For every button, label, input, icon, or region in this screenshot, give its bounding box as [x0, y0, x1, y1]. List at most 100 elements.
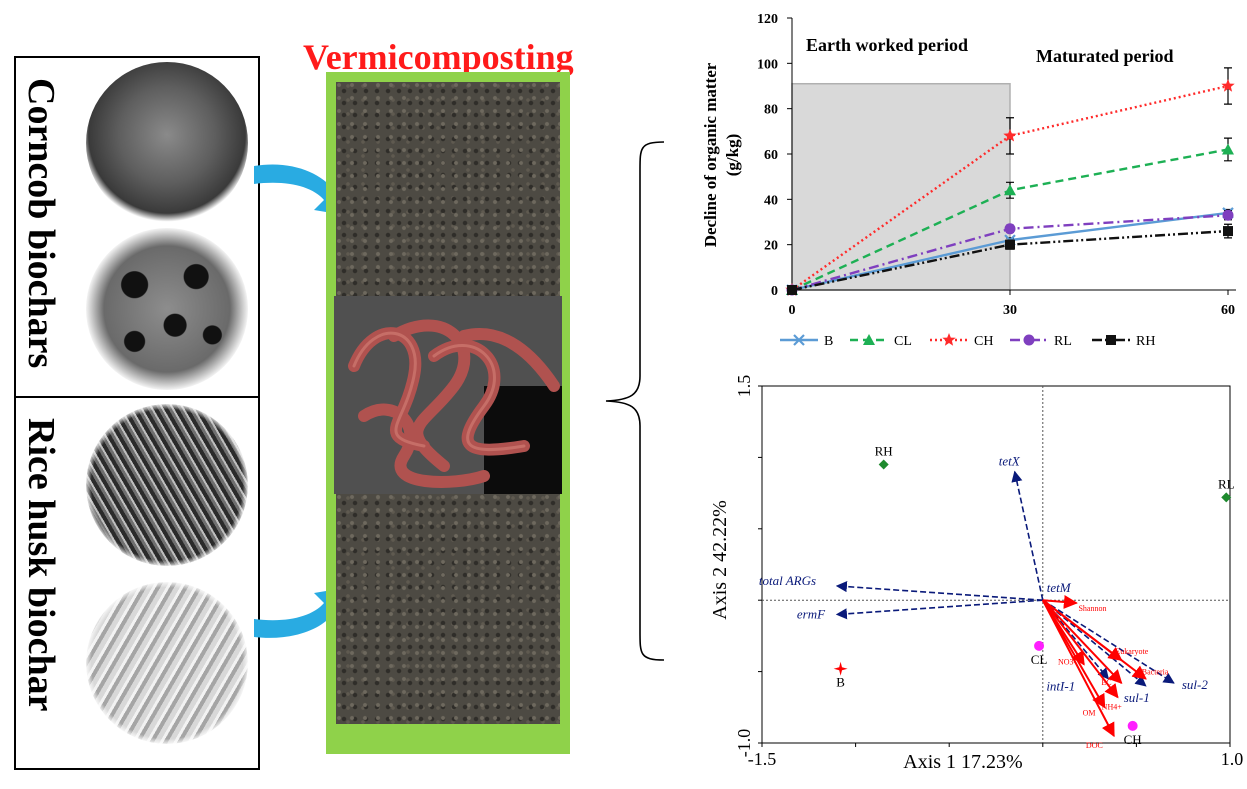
sem-image-corncob-1 — [86, 62, 248, 224]
legend-item-CL: CL — [850, 334, 912, 349]
arg-label: tetM — [1047, 580, 1072, 595]
env-label: DOC — [1086, 741, 1103, 750]
legend-marker — [793, 334, 805, 346]
vermicomposting-title: Vermicomposting — [303, 37, 574, 77]
arg-label: sul-2 — [1182, 677, 1209, 692]
sample-marker — [878, 459, 889, 470]
y-tick-label: 100 — [757, 57, 778, 72]
legend-marker — [863, 334, 875, 345]
legend-item-RL: RL — [1010, 334, 1072, 349]
env-vector-DOC — [1041, 599, 1115, 738]
sample-CL: CL — [1031, 640, 1048, 667]
arg-vector-sul-2 — [1042, 599, 1175, 684]
x-tick-label: 0 — [789, 303, 796, 318]
arg-vector-total ARGs — [835, 581, 1043, 601]
arg-label: ermF — [797, 606, 826, 621]
sample-marker — [1034, 640, 1045, 651]
sem-image-corncob-2 — [86, 228, 248, 390]
period1-label: Earth worked period — [806, 35, 968, 55]
series-RH — [787, 223, 1233, 295]
sample-label: RL — [1218, 476, 1235, 491]
arg-label: sul-1 — [1124, 690, 1150, 705]
arg-label: intI-1 — [1046, 679, 1075, 694]
sample-B: B — [833, 661, 848, 690]
sample-label: CL — [1031, 652, 1048, 667]
legend-label: CH — [974, 334, 993, 349]
env-label: NH4+ — [1102, 702, 1123, 711]
data-point-CH — [1221, 79, 1235, 92]
arg-label: total ARGs — [759, 573, 816, 588]
sample-label: B — [836, 675, 845, 690]
y-tick-label: 40 — [764, 193, 778, 208]
rda-biplot: -1.5 1.0 1.5 -1.0 tetX total ARGs ermF tetM int… — [709, 375, 1244, 773]
sem-image-ricehusk-2 — [86, 582, 248, 744]
legend-label: RL — [1054, 334, 1072, 349]
x-tick-label: 30 — [1003, 303, 1017, 318]
plot-frame — [761, 385, 1231, 744]
y-tick-label: 80 — [764, 103, 778, 118]
data-point-RH — [1005, 239, 1015, 250]
env-vector-Bacteria — [1042, 599, 1147, 680]
legend-label: RH — [1136, 334, 1155, 349]
y-tick-label: 120 — [757, 12, 778, 27]
legend-item-CH: CH — [930, 333, 993, 349]
sample-RL: RL — [1218, 476, 1235, 503]
env-vector-Shannon — [1042, 595, 1078, 609]
sample-marker — [833, 661, 848, 676]
env-label: Bacteria — [1142, 668, 1169, 677]
earthworms-photo — [334, 296, 562, 494]
x-tick-label: 60 — [1221, 303, 1235, 318]
compost-soil-top — [336, 82, 560, 300]
y-axis-title-line1: Decline of organic matter — [701, 62, 720, 247]
sem-image-ricehusk-1 — [86, 404, 248, 566]
arg-vector-intI-1 — [1042, 599, 1110, 680]
env-vector-NH4+ — [1042, 599, 1119, 699]
legend-marker — [942, 333, 956, 346]
sample-RH: RH — [875, 444, 893, 470]
sample-marker — [1127, 720, 1138, 731]
y-tick-label: 0 — [771, 284, 778, 299]
legend-marker — [1106, 335, 1116, 345]
compost-soil-bottom — [336, 494, 560, 724]
x-axis-title: Axis 1 17.23% — [903, 751, 1022, 773]
y-axis-title: Axis 2 42.22% — [709, 500, 731, 619]
legend-label: B — [824, 334, 833, 349]
sample-CH: CH — [1124, 720, 1142, 747]
arg-label: tetX — [999, 454, 1021, 469]
data-point-RL — [1222, 209, 1234, 221]
x-tick-label: -1.5 — [748, 749, 777, 769]
data-point-RH — [787, 285, 797, 295]
x-tick-label: 1.0 — [1221, 749, 1244, 769]
data-point-CL — [1004, 184, 1016, 196]
sample-marker — [1221, 492, 1232, 503]
env-label: OM — [1083, 708, 1096, 717]
env-label: Shannon — [1078, 604, 1106, 613]
legend-item-B: B — [780, 334, 833, 349]
line-chart: 0 20 40 60 80 100 120 0 30 60 B CL CH RL RH Earth wor… — [701, 12, 1236, 349]
legend-label: CL — [894, 334, 912, 349]
shaded-region — [791, 82, 1011, 291]
y-tick-label: 1.5 — [734, 375, 754, 398]
legend-marker — [1023, 334, 1035, 346]
y-tick-label: -1.0 — [734, 729, 754, 758]
data-point-RL — [1004, 223, 1016, 235]
ricehusk-label: Rice husk biochar — [20, 418, 62, 712]
env-label: Eukaryote — [1115, 647, 1148, 656]
brace-bracket — [605, 141, 665, 661]
corncob-label: Corncob biochars — [20, 78, 62, 369]
sample-label: CH — [1124, 732, 1142, 747]
y-tick-label: 20 — [764, 239, 778, 254]
y-tick-label: 60 — [764, 148, 778, 163]
data-point-RH — [1223, 226, 1233, 237]
env-vector-EC — [1042, 599, 1123, 685]
arg-vector-tetX — [1011, 470, 1044, 601]
data-point-CH — [1003, 128, 1017, 142]
period2-label: Maturated period — [1036, 46, 1173, 66]
y-axis-title-line2: (g/kg) — [723, 134, 742, 177]
legend-item-RH: RH — [1092, 334, 1155, 349]
env-label: NO3- — [1058, 657, 1077, 666]
data-point-CL — [1222, 143, 1234, 155]
series-line-RH — [791, 229, 1229, 292]
arg-vector-ermF — [835, 599, 1043, 620]
sample-label: RH — [875, 444, 893, 459]
